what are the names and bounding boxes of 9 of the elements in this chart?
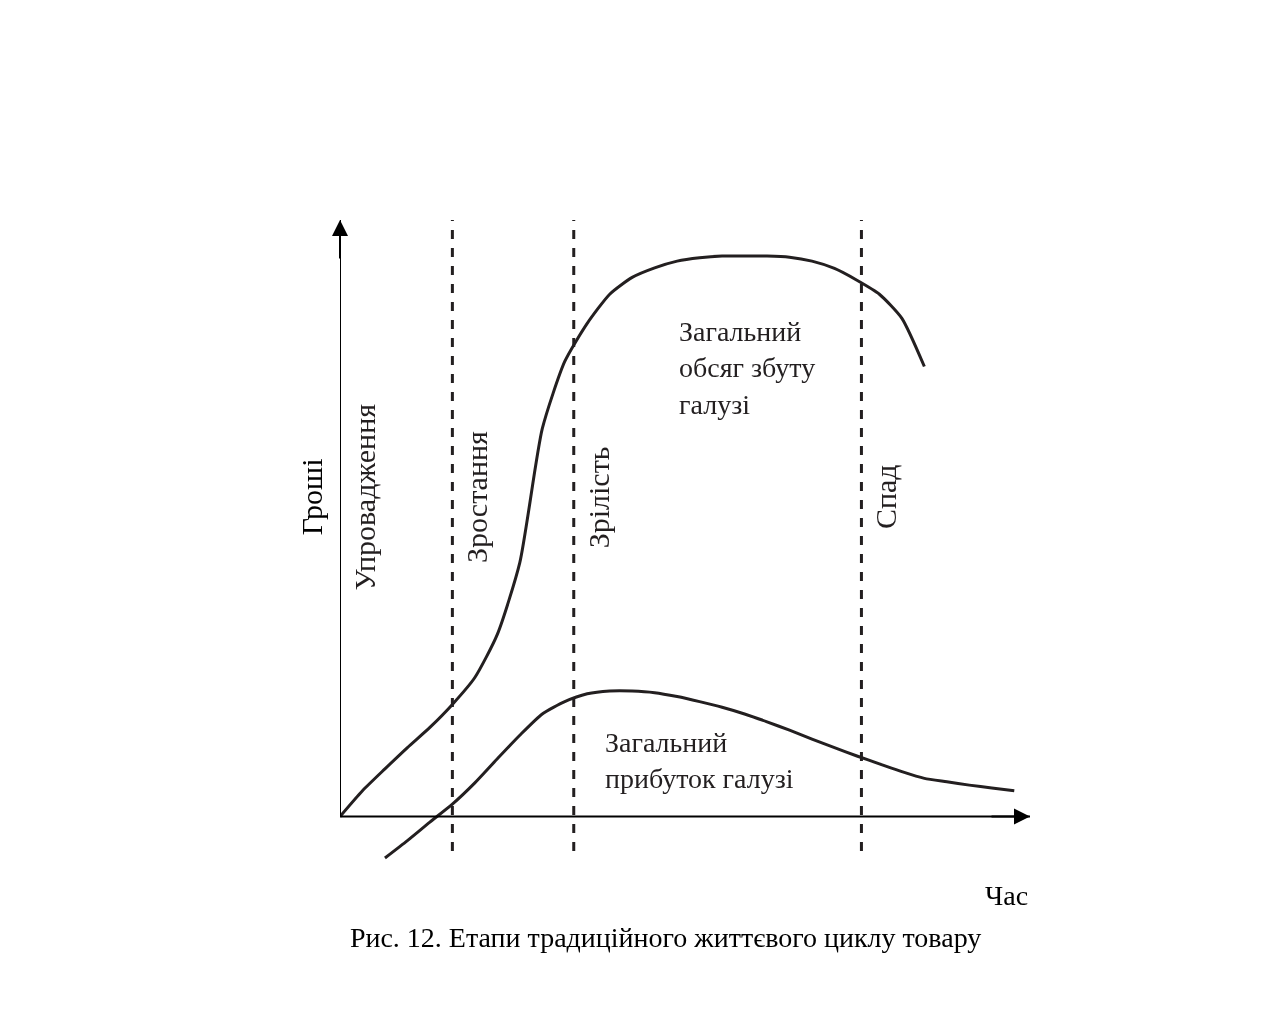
series-label: Загальний прибуток галузі	[605, 727, 794, 795]
y-axis-title: Гроші	[294, 458, 328, 536]
series-label: Загальний обсяг збуту галузі	[679, 316, 816, 420]
x-axis-title: Час	[985, 880, 1029, 911]
text: Рис. 12. Етапи традиційного життєвого циклу товару	[349, 921, 982, 953]
annotation: Упровадження	[347, 403, 381, 591]
annotation: Зрілість	[581, 446, 615, 549]
annotation: Зростання	[460, 430, 494, 563]
annotation: Спад	[869, 464, 903, 530]
